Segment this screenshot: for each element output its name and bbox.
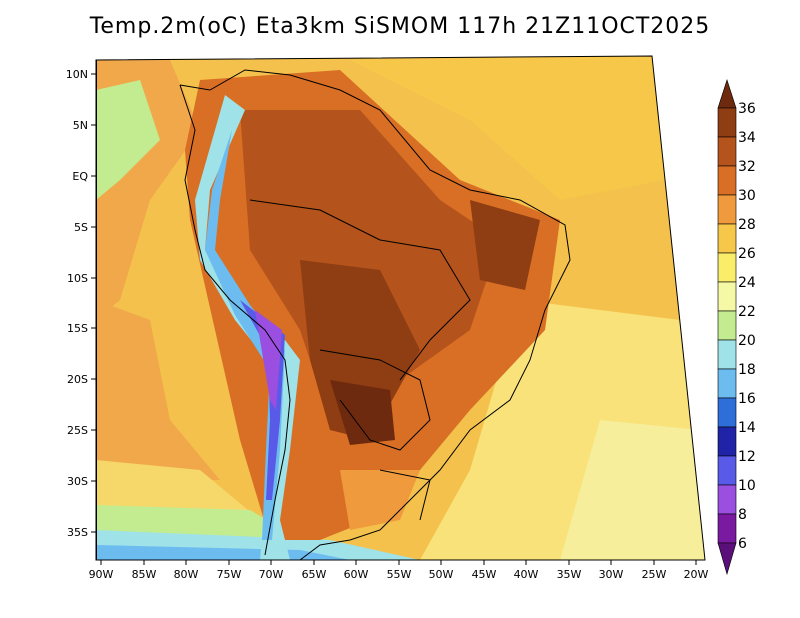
colorbar-swatch — [717, 368, 737, 399]
lon-tick-label: 80W — [174, 568, 199, 581]
coastlines — [179, 69, 571, 561]
lon-tick-label: 50W — [429, 568, 454, 581]
colorbar-swatch — [717, 165, 737, 196]
colorbar-swatch — [717, 339, 737, 370]
colorbar-label: 32 — [738, 159, 756, 175]
lat-tick-label: EQ — [72, 170, 88, 183]
latitude-axis: 10N 5N EQ 5S 10S 15S 20S 25S 30S 35S — [66, 68, 96, 539]
longitude-axis: 90W 85W 80W 75W 70W 65W 60W 55W 50W 45W … — [89, 560, 709, 581]
colorbar-label: 24 — [738, 275, 756, 291]
colorbar-swatch — [717, 136, 737, 167]
colorbar-label: 36 — [738, 101, 756, 117]
lat-tick-label: 10S — [67, 272, 88, 285]
colorbar-label: 10 — [738, 478, 756, 494]
lon-tick-label: 20W — [684, 568, 709, 581]
lon-tick-label: 55W — [387, 568, 412, 581]
colorbar-swatch — [717, 194, 737, 225]
lon-tick-label: 70W — [259, 568, 284, 581]
lon-tick-label: 45W — [472, 568, 497, 581]
colorbar-label: 30 — [738, 188, 756, 204]
colorbar-label: 22 — [738, 304, 756, 320]
lon-tick-label: 30W — [599, 568, 624, 581]
colorbar-swatch — [717, 484, 737, 515]
lat-tick-label: 5S — [74, 221, 88, 234]
lat-tick-label: 30S — [67, 475, 88, 488]
colorbar-label: 14 — [738, 420, 756, 436]
colorbar-swatch — [717, 455, 737, 486]
colorbar-label: 28 — [738, 217, 756, 233]
temperature-field — [96, 56, 705, 560]
lon-tick-label: 85W — [132, 568, 157, 581]
colorbar-swatch — [717, 223, 737, 254]
colorbar-label: 26 — [738, 246, 756, 262]
colorbar-label: 34 — [738, 130, 756, 146]
colorbar-swatch — [717, 281, 737, 312]
colorbar-label: 20 — [738, 333, 756, 349]
colorbar-swatch — [717, 426, 737, 457]
lat-tick-label: 25S — [67, 424, 88, 437]
colorbar-swatch — [717, 397, 737, 428]
lat-tick-label: 20S — [67, 373, 88, 386]
lon-tick-label: 25W — [642, 568, 667, 581]
colorbar-label: 18 — [738, 362, 756, 378]
lon-tick-label: 40W — [514, 568, 539, 581]
colorbar-swatch — [717, 107, 737, 138]
lon-tick-label: 60W — [344, 568, 369, 581]
colorbar-label: 12 — [738, 449, 756, 465]
colorbar-bottom-arrow — [717, 542, 737, 576]
colorbar-swatch — [717, 252, 737, 283]
lat-tick-label: 15S — [67, 322, 88, 335]
colorbar-swatch — [717, 513, 737, 544]
lon-tick-label: 65W — [302, 568, 327, 581]
lon-tick-label: 35W — [557, 568, 582, 581]
colorbar-label: 8 — [738, 507, 747, 523]
map-title: Temp.2m(oC) Eta3km SiSMOM 117h 21Z11OCT2… — [89, 14, 711, 39]
colorbar-label: 16 — [738, 391, 756, 407]
lat-tick-label: 5N — [73, 119, 88, 132]
lat-tick-label: 35S — [67, 526, 88, 539]
lon-tick-label: 75W — [217, 568, 242, 581]
lat-tick-label: 10N — [66, 68, 88, 81]
colorbar-swatch — [717, 310, 737, 341]
colorbar: 36 34 32 30 28 26 24 22 20 18 16 14 12 1… — [717, 79, 756, 576]
lon-tick-label: 90W — [89, 568, 114, 581]
colorbar-top-arrow — [717, 79, 737, 109]
colorbar-label: 6 — [738, 536, 747, 552]
